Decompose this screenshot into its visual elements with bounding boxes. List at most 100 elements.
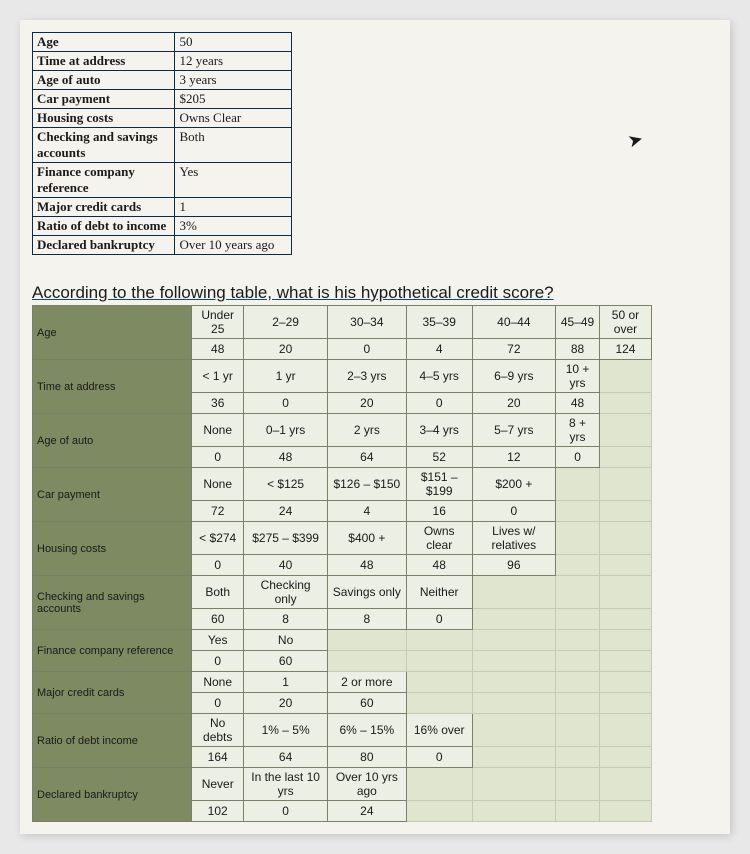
score-points: 40 <box>244 555 327 576</box>
score-bracket: None <box>192 414 244 447</box>
score-points: 4 <box>406 339 472 360</box>
score-points: 0 <box>406 609 472 630</box>
score-points: 48 <box>406 555 472 576</box>
score-bracket: 16% over <box>406 714 472 747</box>
empty-cell <box>556 714 600 747</box>
score-row-label: Major credit cards <box>33 672 192 714</box>
score-bracket: 1% – 5% <box>244 714 327 747</box>
score-row-label: Age of auto <box>33 414 192 468</box>
empty-cell <box>599 576 651 609</box>
score-bracket: 50 or over <box>599 306 651 339</box>
score-bracket: < 1 yr <box>192 360 244 393</box>
score-row-label: Declared bankruptcy <box>33 768 192 822</box>
empty-cell <box>327 630 406 651</box>
empty-cell <box>556 576 600 609</box>
score-points: 24 <box>244 501 327 522</box>
score-bracket: < $274 <box>192 522 244 555</box>
score-bracket: 5–7 yrs <box>472 414 556 447</box>
score-bracket: Yes <box>192 630 244 651</box>
empty-cell <box>472 714 556 747</box>
score-bracket: Checking only <box>244 576 327 609</box>
applicant-value: 12 years <box>175 52 292 71</box>
empty-cell <box>556 468 600 501</box>
score-row-label: Housing costs <box>33 522 192 576</box>
empty-cell <box>599 447 651 468</box>
score-points: 102 <box>192 801 244 822</box>
score-row-label: Age <box>33 306 192 360</box>
applicant-value: 3% <box>175 217 292 236</box>
applicant-label: Age <box>33 33 175 52</box>
score-points: 48 <box>556 393 600 414</box>
score-points: 4 <box>327 501 406 522</box>
score-points: 72 <box>472 339 556 360</box>
score-row-label: Time at address <box>33 360 192 414</box>
score-points: 64 <box>327 447 406 468</box>
score-points: 60 <box>192 609 244 630</box>
empty-cell <box>599 522 651 555</box>
score-bracket: In the last 10 yrs <box>244 768 327 801</box>
empty-cell <box>599 651 651 672</box>
empty-cell <box>556 609 600 630</box>
applicant-value: Both <box>175 128 292 163</box>
empty-cell <box>599 693 651 714</box>
empty-cell <box>406 801 472 822</box>
score-bracket: Neither <box>406 576 472 609</box>
score-row-label: Car payment <box>33 468 192 522</box>
score-bracket: 6–9 yrs <box>472 360 556 393</box>
applicant-label: Finance company reference <box>33 163 175 198</box>
score-points: 52 <box>406 447 472 468</box>
empty-cell <box>556 651 600 672</box>
score-bracket: $126 – $150 <box>327 468 406 501</box>
applicant-label: Major credit cards <box>33 198 175 217</box>
applicant-label: Checking and savings accounts <box>33 128 175 163</box>
empty-cell <box>599 393 651 414</box>
empty-cell <box>556 801 600 822</box>
empty-cell <box>472 630 556 651</box>
score-points: 20 <box>472 393 556 414</box>
score-bracket: No debts <box>192 714 244 747</box>
score-points: 8 <box>244 609 327 630</box>
empty-cell <box>599 714 651 747</box>
score-points: 124 <box>599 339 651 360</box>
applicant-value: $205 <box>175 90 292 109</box>
empty-cell <box>599 768 651 801</box>
empty-cell <box>556 672 600 693</box>
score-bracket: Under 25 <box>192 306 244 339</box>
empty-cell <box>556 555 600 576</box>
empty-cell <box>599 360 651 393</box>
score-bracket: $400 + <box>327 522 406 555</box>
score-points: 12 <box>472 447 556 468</box>
score-bracket: < $125 <box>244 468 327 501</box>
score-bracket: 0–1 yrs <box>244 414 327 447</box>
applicant-value: 50 <box>175 33 292 52</box>
score-points: 0 <box>192 447 244 468</box>
empty-cell <box>599 801 651 822</box>
empty-cell <box>599 555 651 576</box>
score-points: 0 <box>192 693 244 714</box>
applicant-table: Age50Time at address12 yearsAge of auto3… <box>32 32 292 255</box>
score-bracket: 1 yr <box>244 360 327 393</box>
score-points: 60 <box>327 693 406 714</box>
score-points: 0 <box>327 339 406 360</box>
score-bracket: Never <box>192 768 244 801</box>
score-bracket: Owns clear <box>406 522 472 555</box>
score-bracket: 45–49 <box>556 306 600 339</box>
empty-cell <box>472 801 556 822</box>
empty-cell <box>406 768 472 801</box>
score-bracket: Lives w/ relatives <box>472 522 556 555</box>
empty-cell <box>472 768 556 801</box>
score-points: 20 <box>244 339 327 360</box>
score-points: 8 <box>327 609 406 630</box>
empty-cell <box>599 609 651 630</box>
score-points: 48 <box>327 555 406 576</box>
credit-score-table: AgeUnder 252–2930–3435–3940–4445–4950 or… <box>32 305 652 822</box>
empty-cell <box>556 501 600 522</box>
empty-cell <box>406 630 472 651</box>
empty-cell <box>472 609 556 630</box>
applicant-label: Age of auto <box>33 71 175 90</box>
applicant-label: Car payment <box>33 90 175 109</box>
empty-cell <box>472 693 556 714</box>
applicant-label: Ratio of debt to income <box>33 217 175 236</box>
applicant-value: 3 years <box>175 71 292 90</box>
score-bracket: Over 10 yrs ago <box>327 768 406 801</box>
